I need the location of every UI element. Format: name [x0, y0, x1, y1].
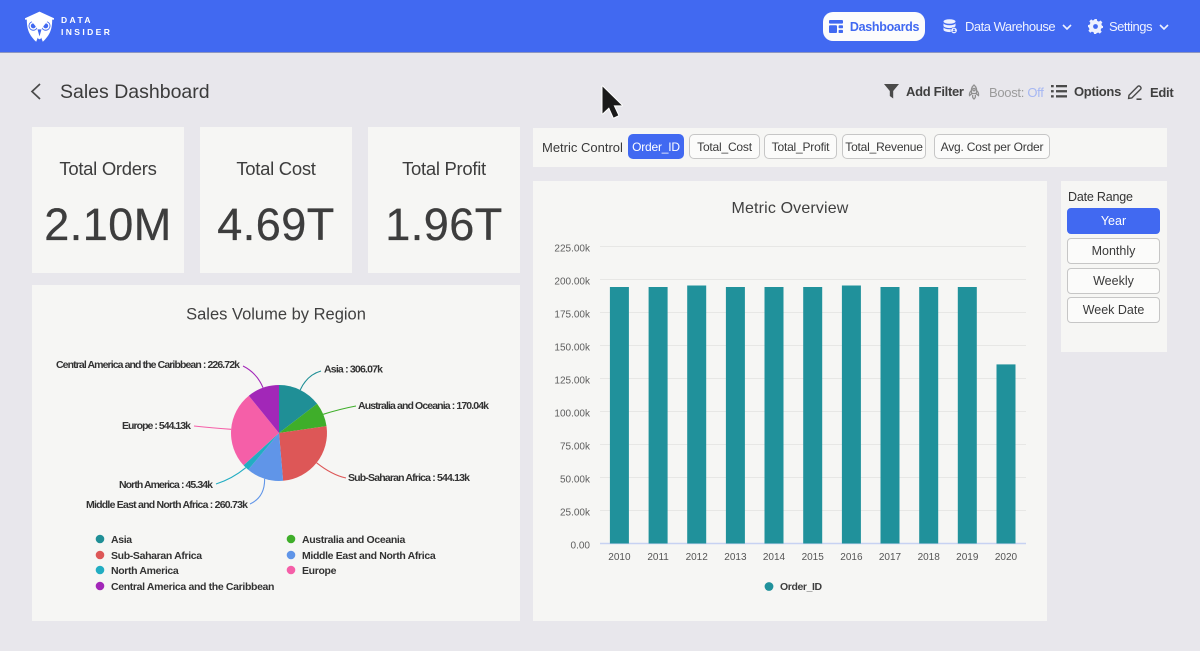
svg-text:Metric Overview: Metric Overview [732, 200, 849, 217]
svg-text:2014: 2014 [763, 552, 786, 563]
svg-text:Sub-Saharan Africa : 544.13k: Sub-Saharan Africa : 544.13k [348, 472, 470, 484]
svg-text:2015: 2015 [802, 552, 825, 563]
svg-text:225.00k: 225.00k [554, 244, 591, 255]
svg-text:North America : 45.34k: North America : 45.34k [119, 479, 213, 491]
svg-text:75.00k: 75.00k [560, 442, 591, 453]
svg-text:50.00k: 50.00k [560, 475, 591, 486]
svg-text:Asia: Asia [111, 534, 132, 546]
svg-text:Sub-Saharan Africa: Sub-Saharan Africa [111, 550, 202, 562]
svg-text:150.00k: 150.00k [554, 343, 591, 354]
svg-text:2019: 2019 [956, 552, 979, 563]
svg-text:25.00k: 25.00k [560, 508, 591, 519]
svg-text:Middle East and North Africa :: Middle East and North Africa : 260.73k [86, 499, 248, 511]
svg-text:2017: 2017 [879, 552, 902, 563]
svg-text:2018: 2018 [918, 552, 941, 563]
svg-text:Europe: Europe [302, 565, 337, 577]
svg-text:2012: 2012 [686, 552, 709, 563]
svg-text:2020: 2020 [995, 552, 1018, 563]
svg-text:Middle East and North Africa: Middle East and North Africa [302, 550, 436, 562]
svg-text:Central America and the Caribb: Central America and the Caribbean : 226.… [56, 359, 240, 371]
svg-text:Asia : 306.07k: Asia : 306.07k [324, 364, 383, 376]
svg-text:Order_ID: Order_ID [780, 581, 823, 593]
svg-text:0.00: 0.00 [571, 541, 591, 552]
svg-text:North America: North America [111, 565, 179, 577]
svg-text:200.00k: 200.00k [554, 277, 591, 288]
svg-text:175.00k: 175.00k [554, 310, 591, 321]
svg-text:2011: 2011 [647, 552, 669, 563]
svg-text:Sales Volume by Region: Sales Volume by Region [186, 306, 366, 324]
svg-text:Australia and Oceania : 170.04: Australia and Oceania : 170.04k [358, 400, 489, 412]
svg-text:2016: 2016 [840, 552, 863, 563]
svg-text:125.00k: 125.00k [554, 376, 591, 387]
svg-text:Australia and Oceania: Australia and Oceania [302, 534, 405, 546]
svg-text:100.00k: 100.00k [554, 409, 591, 420]
svg-text:Central America and the Caribb: Central America and the Caribbean [111, 581, 274, 593]
svg-text:2013: 2013 [724, 552, 747, 563]
svg-text:2010: 2010 [608, 552, 631, 563]
svg-text:Europe : 544.13k: Europe : 544.13k [122, 420, 191, 432]
